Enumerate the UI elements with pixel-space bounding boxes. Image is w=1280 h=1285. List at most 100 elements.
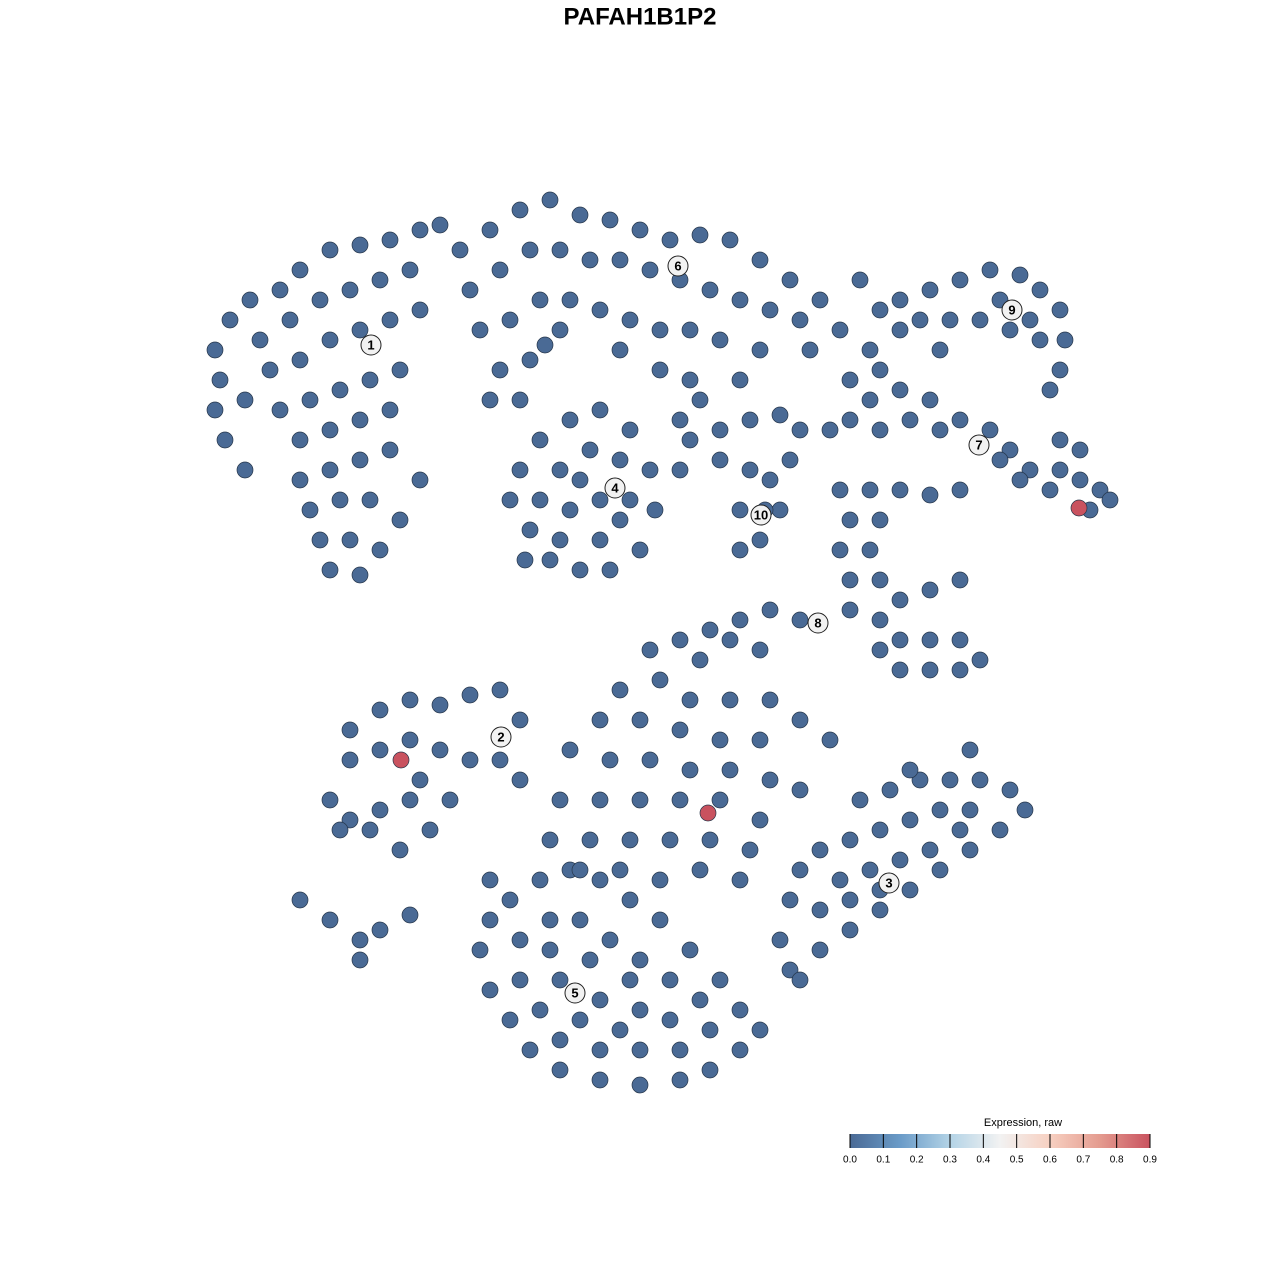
point (451, 241, 469, 259)
point (871, 611, 889, 629)
point (791, 421, 809, 439)
point (921, 661, 939, 679)
cluster-label: 6 (674, 258, 681, 273)
point (871, 361, 889, 379)
point (761, 691, 779, 709)
point (961, 841, 979, 859)
point (441, 791, 459, 809)
point (631, 711, 649, 729)
point (791, 711, 809, 729)
point (971, 311, 989, 329)
point (1001, 781, 1019, 799)
point (801, 341, 819, 359)
point (351, 321, 369, 339)
point (671, 1071, 689, 1089)
point (781, 271, 799, 289)
point (621, 831, 639, 849)
point (871, 821, 889, 839)
point (671, 631, 689, 649)
point (481, 391, 499, 409)
colorbar-tick-label: 0.1 (876, 1155, 890, 1166)
point (206, 401, 224, 419)
point (541, 191, 559, 209)
point (631, 1041, 649, 1059)
point (901, 761, 919, 779)
point (791, 781, 809, 799)
point (551, 461, 569, 479)
point (392, 751, 410, 769)
point (821, 731, 839, 749)
point (511, 771, 529, 789)
point (781, 451, 799, 469)
point (951, 661, 969, 679)
point (671, 411, 689, 429)
point (351, 411, 369, 429)
point (791, 611, 809, 629)
point (371, 801, 389, 819)
point (1071, 441, 1089, 459)
point (1031, 331, 1049, 349)
point (611, 341, 629, 359)
point (631, 1076, 649, 1094)
point (461, 686, 479, 704)
point (361, 821, 379, 839)
point (661, 231, 679, 249)
point (321, 461, 339, 479)
point (671, 721, 689, 739)
point (411, 771, 429, 789)
cluster-label: 2 (497, 729, 504, 744)
point (891, 321, 909, 339)
point (421, 821, 439, 839)
point (491, 361, 509, 379)
point (641, 261, 659, 279)
point (291, 351, 309, 369)
point (591, 301, 609, 319)
point (391, 361, 409, 379)
point (771, 931, 789, 949)
point (831, 481, 849, 499)
point (236, 391, 254, 409)
point (971, 651, 989, 669)
point (871, 571, 889, 589)
point (601, 211, 619, 229)
point (761, 471, 779, 489)
point (481, 981, 499, 999)
point (921, 581, 939, 599)
point (611, 251, 629, 269)
point (651, 911, 669, 929)
point (591, 991, 609, 1009)
point (541, 551, 559, 569)
point (791, 861, 809, 879)
point (1001, 321, 1019, 339)
point (351, 931, 369, 949)
point (811, 901, 829, 919)
point (731, 371, 749, 389)
point (721, 691, 739, 709)
point (901, 881, 919, 899)
point (621, 971, 639, 989)
point (601, 931, 619, 949)
point (791, 971, 809, 989)
point (701, 281, 719, 299)
point (401, 731, 419, 749)
point (961, 741, 979, 759)
point (741, 841, 759, 859)
point (501, 311, 519, 329)
point (891, 481, 909, 499)
point (401, 691, 419, 709)
point (911, 771, 929, 789)
point (711, 731, 729, 749)
point (961, 801, 979, 819)
point (841, 571, 859, 589)
point (611, 861, 629, 879)
point (431, 216, 449, 234)
point (1031, 281, 1049, 299)
point (471, 321, 489, 339)
point (536, 336, 554, 354)
point (941, 311, 959, 329)
point (331, 491, 349, 509)
cluster-label-layer: 1 2 3 4 5 6 7 8 9 10 (360, 255, 1023, 1004)
point (871, 301, 889, 319)
